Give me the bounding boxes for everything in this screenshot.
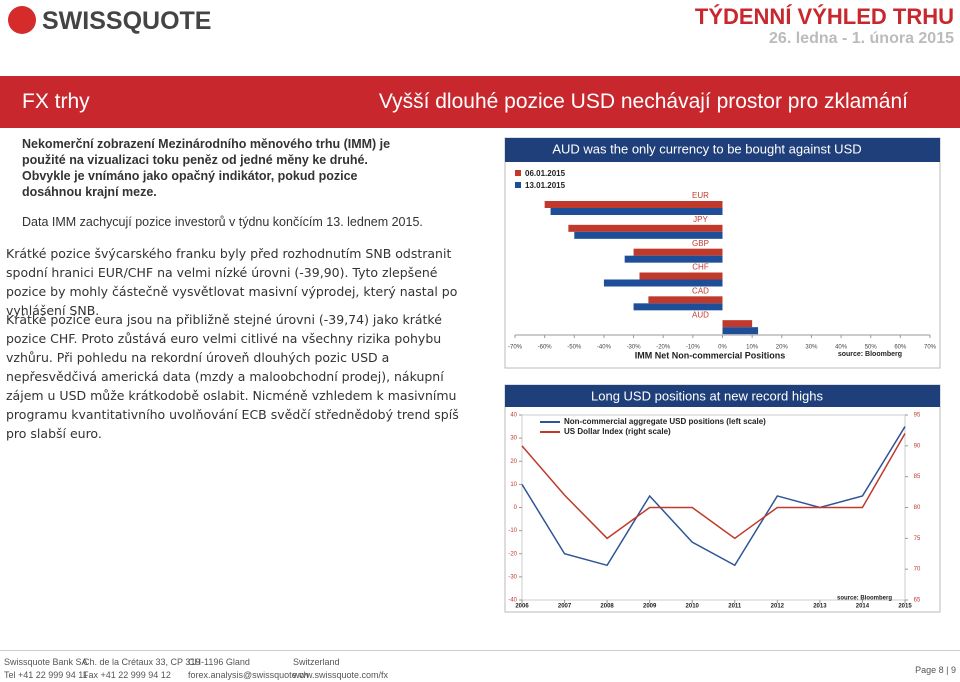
title: TÝDENNÍ VÝHLED TRHU: [694, 4, 954, 29]
x-tick-label: 2007: [558, 604, 572, 610]
x-tick-label: -60%: [538, 345, 553, 351]
legend-label: 13.01.2015: [525, 181, 566, 190]
x-tick-label: -40%: [597, 345, 612, 351]
y-tick-label: 20: [510, 459, 517, 465]
y2-tick-label: 90: [914, 443, 921, 449]
x-tick-label: -20%: [656, 345, 671, 351]
legend-swatch: [515, 170, 521, 176]
bar: [624, 255, 723, 263]
y-tick-label: 30: [510, 436, 517, 442]
bar: [544, 201, 723, 208]
headline: Vyšší dlouhé pozice USD nechávají prosto…: [378, 90, 908, 113]
legend-label: US Dollar Index (right scale): [564, 427, 671, 436]
x-tick-label: 2012: [771, 604, 785, 610]
x-tick-label: 2009: [643, 604, 657, 610]
footer-col: Switzerland www.swissquote.com/fx: [293, 657, 389, 680]
y-tick-label: 40: [510, 413, 517, 419]
x-tick-label: 60%: [894, 345, 907, 351]
bar: [568, 224, 723, 232]
axis-title: IMM Net Non-commercial Positions: [635, 350, 786, 360]
category-label: EUR: [692, 191, 709, 200]
x-tick-label: -10%: [686, 345, 701, 351]
bar: [633, 248, 723, 256]
footer-col: CH-1196 Gland forex.analysis@swissquote.c…: [188, 657, 309, 680]
bar: [639, 272, 723, 280]
intro: Nekomerční zobrazení Mezinárodního měnov…: [22, 137, 391, 199]
x-tick-label: 20%: [776, 345, 789, 351]
page-number: Page 8 | 9: [915, 665, 956, 675]
x-tick-label: 2008: [600, 604, 614, 610]
category-label: CAD: [692, 286, 709, 295]
x-tick-label: -70%: [508, 345, 523, 351]
bar: [574, 231, 723, 239]
category-label: JPY: [693, 215, 708, 224]
x-tick-label: 2014: [856, 604, 870, 610]
source: source: Bloomberg: [838, 351, 902, 358]
category-label: GBP: [692, 239, 709, 248]
source: source: Bloomberg: [837, 596, 892, 602]
bar: [722, 327, 759, 335]
bar: [550, 208, 723, 215]
x-tick-label: -30%: [627, 345, 642, 351]
y-tick-label: 10: [510, 482, 517, 488]
x-tick-label: 2015: [898, 604, 912, 610]
x-tick-label: 10%: [746, 345, 759, 351]
legend-swatch: [515, 182, 521, 188]
note: Data IMM zachycují pozice investorů v tý…: [22, 215, 423, 229]
x-tick-label: 2013: [813, 604, 827, 610]
x-tick-label: 2010: [686, 604, 700, 610]
charts: AUD was the only currency to be bought a…: [504, 137, 941, 613]
logo-icon: [8, 6, 36, 34]
category-label: CHF: [692, 263, 709, 272]
y-tick-label: -40: [508, 598, 517, 604]
bar: [648, 296, 723, 304]
x-tick-label: 30%: [805, 345, 818, 351]
legend-label: Non-commercial aggregate USD positions (…: [564, 417, 766, 426]
y-tick-label: -10: [508, 528, 517, 534]
x-tick-label: 2006: [515, 604, 529, 610]
category-label: AUD: [692, 310, 709, 319]
footer-rule: [0, 650, 960, 651]
footer-col: Ch. de la Crétaux 33, CP 319 Fax +41 22 9…: [83, 657, 201, 680]
chart-title: Long USD positions at new record highs: [591, 388, 823, 403]
y-tick-label: 0: [514, 505, 518, 511]
bar: [633, 303, 723, 311]
x-tick-label: 2011: [728, 604, 742, 610]
section: FX trhy: [22, 90, 90, 113]
x-tick-label: 0%: [718, 345, 727, 351]
y2-tick-label: 95: [914, 413, 921, 419]
bar: [722, 320, 753, 328]
paragraph: Krátké pozice švýcarského franku byly př…: [6, 246, 458, 318]
banner: FX trhy Vyšší dlouhé pozice USD nechávaj…: [0, 76, 960, 128]
y-tick-label: -20: [508, 551, 517, 557]
paragraph: Krátké pozice eura jsou na přibližně ste…: [6, 312, 459, 441]
x-tick-label: 40%: [835, 345, 848, 351]
y2-tick-label: 85: [914, 474, 921, 480]
y2-tick-label: 75: [914, 536, 921, 542]
bar: [603, 279, 723, 287]
footer-col: Swissquote Bank SA Tel +41 22 999 94 11: [4, 657, 88, 680]
x-tick-label: 70%: [924, 345, 937, 351]
y2-tick-label: 80: [914, 505, 921, 511]
series-line: [521, 433, 906, 540]
legend-label: 06.01.2015: [525, 169, 566, 178]
date: 26. ledna - 1. února 2015: [769, 30, 954, 47]
x-tick-label: -50%: [567, 345, 582, 351]
series-line: [521, 426, 906, 567]
y2-tick-label: 70: [914, 567, 921, 573]
y-tick-label: -30: [508, 574, 517, 580]
logo: SWISSQUOTE: [42, 7, 212, 35]
y2-tick-label: 65: [914, 598, 921, 604]
chart-title: AUD was the only currency to be bought a…: [552, 141, 861, 156]
x-tick-label: 50%: [865, 345, 878, 351]
